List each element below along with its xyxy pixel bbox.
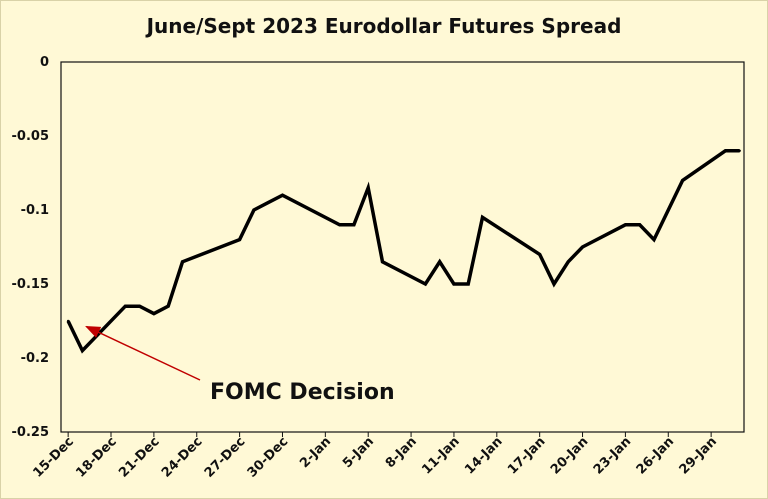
data-point [624, 223, 627, 226]
chart-title: June/Sept 2023 Eurodollar Futures Spread [146, 14, 622, 38]
data-point [652, 238, 656, 241]
data-point [338, 223, 341, 226]
data-point [667, 208, 670, 212]
x-tick-label: 29-Jan [677, 434, 720, 477]
x-tick-label: 8-Jan [383, 434, 420, 471]
y-tick-label: -0.1 [21, 203, 49, 218]
y-tick-label: -0.25 [12, 425, 49, 440]
data-point [552, 282, 556, 286]
data-point [738, 149, 741, 152]
x-tick-label: 21-Dec [116, 434, 163, 481]
data-point [367, 186, 370, 189]
x-tick-label: 14-Jan [462, 434, 505, 477]
x-tick-label: 15-Dec [30, 434, 77, 481]
plot-area [60, 61, 745, 433]
data-point [567, 260, 570, 263]
x-tick-label: 30-Dec [245, 434, 292, 481]
data-point [138, 305, 141, 308]
data-point [352, 223, 356, 226]
x-tick-label: 11-Jan [419, 434, 462, 477]
data-point [238, 238, 241, 241]
data-point [266, 201, 270, 204]
x-tick-label: 18-Dec [73, 434, 120, 481]
data-point [467, 282, 470, 286]
x-tick-label: 17-Jan [505, 434, 548, 477]
x-tick-label: 27-Dec [202, 434, 249, 481]
data-point [724, 149, 727, 152]
data-point [66, 319, 70, 323]
data-point [181, 260, 184, 263]
y-tick-label: -0.15 [12, 277, 49, 292]
data-point [481, 216, 484, 219]
x-tick-label: 24-Dec [159, 434, 206, 481]
data-point [452, 282, 456, 286]
data-point [438, 260, 441, 263]
y-tick-label: 0 [40, 55, 49, 70]
x-tick-label: 2-Jan [297, 434, 334, 471]
data-point [81, 349, 84, 352]
data-point [538, 253, 541, 256]
annotation-layer: FOMC Decision [85, 325, 395, 405]
x-tick-label: 26-Jan [634, 434, 677, 477]
annotation-label: FOMC Decision [210, 380, 395, 405]
data-point [581, 245, 584, 249]
data-point [152, 312, 156, 315]
data-point [166, 305, 170, 308]
data-point [681, 179, 684, 182]
y-tick-label: -0.2 [21, 351, 49, 366]
y-axis: 0 -0.05 -0.1 -0.15 -0.2 -0.25 [12, 55, 49, 440]
data-point [252, 208, 256, 212]
data-point [424, 282, 427, 286]
series-layer [66, 149, 741, 354]
data-point [381, 260, 384, 263]
x-tick-label: 23-Jan [591, 434, 634, 477]
annotation-arrow [85, 325, 201, 381]
x-tick-label: 5-Jan [340, 434, 377, 471]
series-line [66, 149, 740, 354]
y-tick-label: -0.05 [12, 129, 49, 144]
x-tick-label: 20-Jan [548, 434, 591, 477]
data-point [638, 223, 641, 226]
data-point [281, 194, 284, 197]
data-point [124, 305, 127, 308]
